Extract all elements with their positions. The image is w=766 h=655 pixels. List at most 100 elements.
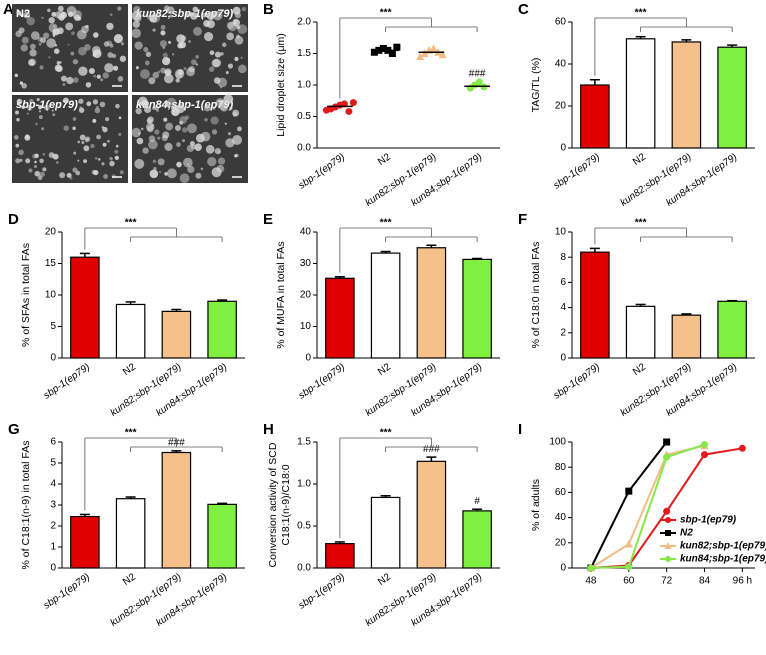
droplet: [195, 63, 199, 66]
droplet: [53, 48, 60, 54]
droplet: [96, 74, 101, 79]
droplet: [155, 100, 158, 104]
droplet: [18, 149, 24, 156]
droplet: [177, 42, 184, 49]
droplet: [186, 11, 191, 16]
significance-label: ***: [380, 218, 392, 229]
droplet: [111, 53, 117, 59]
y-tick-label: 10: [300, 321, 312, 332]
droplet: [225, 138, 235, 148]
droplet: [212, 107, 216, 110]
point: [429, 43, 438, 52]
y-tick-label: 40: [300, 227, 312, 238]
x-tick-label: 72: [661, 576, 673, 587]
line: [590, 441, 668, 569]
droplet: [77, 140, 81, 144]
droplet: [37, 36, 43, 42]
droplet: [144, 101, 149, 106]
droplet: [160, 24, 166, 30]
y-tick-label: 1.5: [297, 48, 311, 59]
droplet: [159, 40, 167, 48]
point: [624, 539, 633, 548]
droplet: [227, 63, 234, 69]
y-tick-label: 6: [50, 437, 56, 448]
droplet: [79, 106, 82, 109]
droplet: [141, 127, 144, 131]
droplet: [79, 134, 86, 141]
droplet: [163, 117, 168, 122]
droplet: [134, 158, 145, 169]
droplet: [174, 125, 181, 131]
droplet: [59, 172, 66, 179]
droplet: [78, 46, 87, 56]
bar: [115, 498, 146, 569]
droplet: [165, 122, 174, 131]
droplet: [118, 132, 122, 136]
droplet: [232, 134, 243, 145]
droplet: [103, 41, 110, 47]
droplet: [99, 101, 106, 108]
droplet: [77, 159, 80, 162]
droplet: [212, 10, 223, 21]
droplet: [213, 77, 221, 84]
droplet: [146, 118, 153, 124]
droplet: [38, 115, 43, 119]
y-axis-label: % of C18:1(n-9) in total FAs: [20, 441, 32, 570]
bar: [625, 305, 656, 359]
legend-label: kun82;sbp-1(ep79): [680, 541, 766, 552]
droplet: [164, 101, 171, 108]
droplet: [85, 82, 92, 88]
y-tick-label: 30: [300, 258, 312, 269]
point: [393, 43, 401, 51]
bar: [70, 515, 100, 569]
droplet: [96, 134, 101, 140]
droplet: [35, 122, 38, 126]
droplet: [42, 32, 50, 39]
line: [590, 443, 705, 569]
x-tick-label: sbp-1(ep79): [552, 362, 602, 402]
droplet: [209, 50, 215, 56]
droplet: [97, 158, 101, 161]
droplet: [48, 152, 55, 158]
droplet: [193, 26, 202, 36]
droplet: [147, 15, 152, 20]
droplet: [201, 12, 207, 18]
droplet: [27, 104, 33, 111]
y-tick-label: 2: [560, 327, 566, 338]
y-tick-label: 1: [50, 542, 56, 553]
droplet: [40, 37, 47, 44]
point: [370, 48, 378, 56]
droplet: [63, 125, 70, 131]
point: [388, 50, 396, 57]
bar: [416, 460, 447, 569]
y-tick-label: 1.5: [297, 437, 311, 448]
y-tick-label: 1.0: [297, 80, 311, 91]
y-tick-label: 1.0: [297, 479, 311, 490]
droplet: [176, 142, 181, 147]
x-tick-label: N2: [376, 151, 393, 168]
y-tick-label: 60: [555, 17, 567, 28]
bar: [671, 314, 702, 359]
droplet: [109, 13, 113, 16]
droplet: [41, 127, 45, 131]
bar: [161, 451, 192, 569]
droplet: [120, 41, 125, 46]
droplet: [109, 157, 113, 161]
x-tick-label: N2: [631, 361, 648, 378]
droplet: [224, 122, 227, 125]
point: [625, 487, 633, 495]
point: [345, 107, 353, 115]
droplet: [234, 35, 244, 45]
droplet: [152, 159, 157, 164]
droplet: [160, 30, 166, 36]
droplet: [43, 104, 50, 111]
y-axis-label: Lipid droplet size (μm): [275, 33, 287, 137]
y-tick-label: 0: [305, 353, 311, 364]
droplet: [157, 158, 165, 166]
significance-label: ***: [380, 8, 392, 19]
droplet: [16, 98, 23, 105]
droplet: [94, 107, 101, 114]
y-tick-label: 60: [555, 487, 567, 498]
droplet: [13, 135, 19, 140]
droplet: [168, 40, 172, 44]
